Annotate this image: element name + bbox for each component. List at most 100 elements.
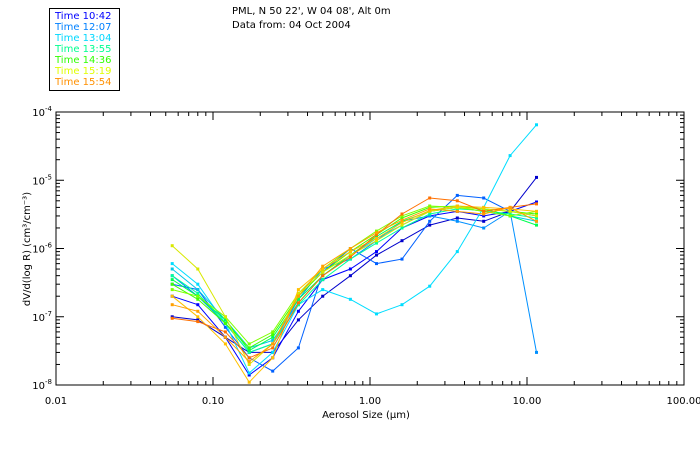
data-point-1554b-6 [321,264,325,268]
data-point-1042b-7 [348,267,352,271]
data-point-1304-6 [321,288,325,292]
data-point-1355-14 [535,216,538,220]
data-point-1519-8 [375,239,378,243]
data-point-1355-7 [348,257,352,261]
date-text: Data from: 04 Oct 2004 [232,20,351,31]
data-point-1554b-9 [400,218,404,222]
plot-frame [55,111,685,386]
data-point-1436-4 [271,333,275,336]
data-point-1519b-9 [400,221,404,225]
data-point-1355b-5 [296,297,300,301]
legend-item-1355: Time 13:55 [55,44,112,55]
data-point-1207b-12 [482,226,486,230]
data-point-1519-1 [196,267,200,271]
data-point-1554b-8 [375,231,378,235]
data-point-1042-9 [400,239,404,243]
legend-item-1042: Time 10:42 [55,11,112,22]
data-point-1207-5 [296,346,300,350]
y-tick-label: 10-6 [32,242,52,256]
data-point-1042-7 [348,274,352,278]
data-point-1519b-3 [247,380,251,384]
data-point-1304-14 [535,123,538,127]
data-point-1554-2 [223,330,227,334]
data-point-1519b-14 [535,209,538,213]
data-point-1519-14 [535,214,538,218]
x-tick-label: 0.01 [45,396,67,407]
data-point-1519-0 [170,244,174,248]
data-point-1042-5 [296,318,300,322]
data-point-1355b-4 [271,335,275,339]
data-point-1207b-14 [535,350,538,354]
series-line-1519b [171,205,537,384]
data-point-1355b-3 [247,349,251,352]
x-tick-label: 100.00 [667,396,700,407]
data-point-1554-10 [428,196,432,200]
data-point-1304b-1 [196,288,200,292]
data-point-1436-3 [247,346,251,350]
data-point-1554-3 [247,356,251,360]
data-point-1042-1 [196,318,200,322]
data-point-1554b-5 [296,294,300,298]
data-point-1042-11 [455,216,459,220]
data-point-1519b-10 [428,209,432,212]
data-point-1554-9 [400,212,404,216]
data-point-1304-3 [247,371,251,375]
data-point-1519-13 [508,209,512,213]
data-point-1304-13 [508,154,512,158]
data-point-1554-8 [375,233,378,237]
y-axis-label: dV/d(log R) (cm³/cm⁻³) [22,192,33,306]
data-point-1355-6 [321,278,325,282]
data-point-1519-9 [400,223,404,227]
data-point-1436b-0 [170,288,174,292]
data-point-1436b-9 [400,214,404,218]
series-line-1519 [171,206,537,366]
data-point-1554-4 [271,346,275,350]
data-point-1207b-11 [455,219,459,223]
data-point-1436b-3 [247,342,251,346]
data-point-1519-5 [296,291,300,295]
data-point-1554b-4 [271,342,275,346]
data-point-1519-2 [223,315,227,319]
legend-item-1554: Time 15:54 [55,77,112,88]
data-point-1304b-4 [271,338,275,342]
data-point-1554-11 [455,199,459,203]
data-point-1554b-14 [535,219,538,223]
series-line-1554 [172,197,537,359]
data-point-1304b-0 [170,267,174,271]
y-tick-label: 10-5 [32,173,52,187]
data-point-1355-0 [170,274,174,278]
data-point-1554-12 [482,209,486,213]
data-point-1554-1 [196,320,200,324]
data-point-1519-7 [348,253,352,257]
data-point-1042b-14 [535,200,538,204]
legend-item-1304: Time 13:04 [55,33,112,44]
data-point-1304-11 [455,250,459,254]
legend-item-1519: Time 15:19 [55,66,112,77]
data-point-1207-10 [428,219,432,223]
data-point-1519-6 [321,270,325,274]
data-point-1554b-2 [223,335,227,339]
data-point-1207-12 [482,196,486,200]
location-text: PML, N 50 22', W 04 08', Alt 0m [232,6,391,17]
data-point-1304-0 [170,262,174,266]
data-point-1436b-1 [196,294,200,298]
y-tick-label: 10-4 [32,105,52,119]
data-point-1436-1 [196,297,200,301]
data-point-1436b-13 [508,214,512,218]
x-tick-label: 1.00 [359,396,381,407]
data-point-1554b-1 [196,309,200,313]
series-group [170,123,538,384]
data-point-1519b-5 [296,288,300,292]
data-point-1042b-5 [296,309,300,313]
data-point-1042b-12 [482,214,486,218]
data-point-1519b-11 [455,204,459,208]
data-point-1554-0 [170,316,174,320]
data-point-1355-8 [375,241,378,245]
data-point-1355-1 [196,291,200,295]
legend-item-1207: Time 12:07 [55,22,112,33]
data-point-1554b-10 [428,207,432,211]
data-point-1042b-3 [247,373,251,377]
data-point-1554b-0 [170,303,174,307]
data-point-1519-3 [247,363,251,366]
